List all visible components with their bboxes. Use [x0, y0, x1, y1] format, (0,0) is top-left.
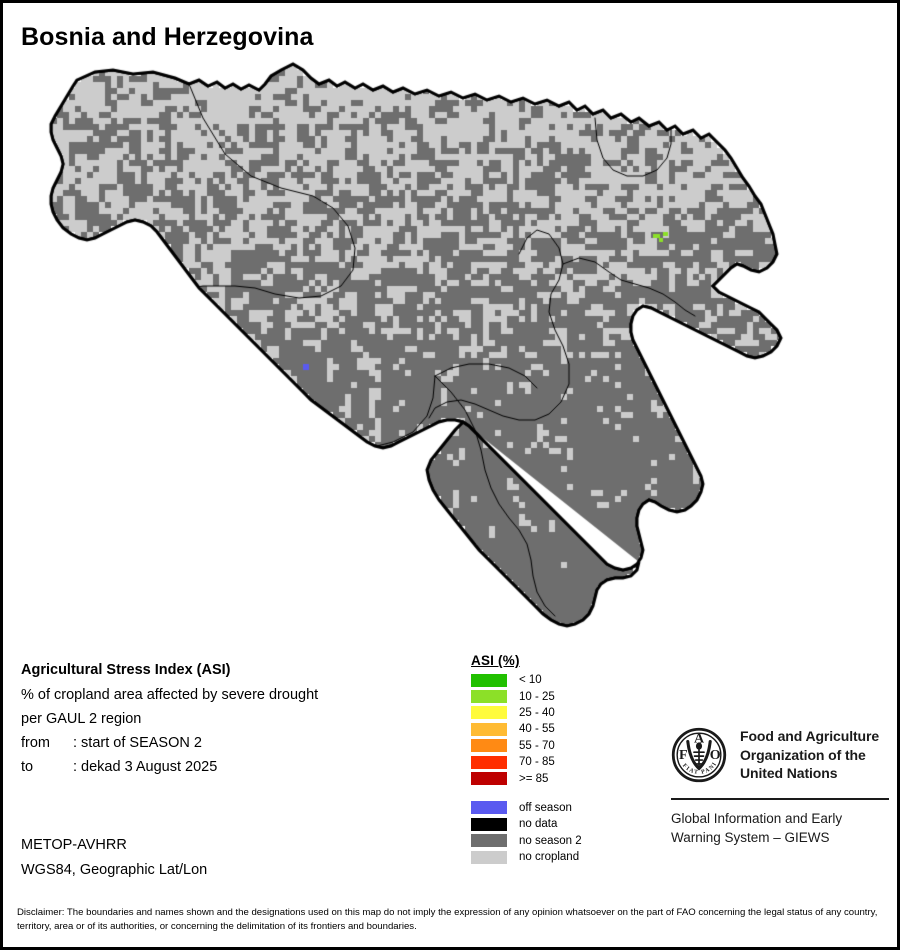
period-to-value: : dekad 3 August 2025: [73, 759, 218, 775]
legend-row-class-3: 40 - 55: [471, 721, 651, 737]
legend-row-class-4: 55 - 70: [471, 738, 651, 754]
legend-row-special-3: no cropland: [471, 849, 651, 865]
legend-row-special-2: no season 2: [471, 833, 651, 849]
legend-swatch-class-0: [471, 673, 507, 687]
map-source-block: METOP-AVHRR WGS84, Geographic Lat/Lon: [21, 833, 207, 883]
legend-label-class-3: 40 - 55: [519, 723, 555, 736]
giews-system-name: Global Information and Early Warning Sys…: [671, 809, 891, 847]
period-to-key: to: [21, 759, 34, 775]
info-heading: Agricultural Stress Index (ASI): [21, 662, 231, 678]
info-period-to: to : dekad 3 August 2025: [21, 755, 451, 779]
svg-text:O: O: [710, 748, 721, 763]
info-period-from: from : start of SEASON 2: [21, 731, 451, 755]
legend-swatch-class-3: [471, 722, 507, 736]
map-legend: ASI (%) < 10 10 - 25 25 - 40 40 - 55 55 - 70…: [471, 653, 651, 865]
page-title: Bosnia and Herzegovina: [21, 23, 314, 51]
legend-label-class-0: < 10: [519, 674, 542, 687]
fao-name-line-2: Organization of the: [740, 746, 866, 763]
legend-row-class-5: 70 - 85: [471, 754, 651, 770]
info-subtitle: % of cropland area affected by severe dr…: [21, 687, 319, 703]
legend-row-class-2: 25 - 40: [471, 705, 651, 721]
legend-title: ASI (%): [471, 653, 520, 668]
svg-text:A: A: [694, 732, 705, 747]
legend-label-class-2: 25 - 40: [519, 706, 555, 719]
legend-swatch-class-6: [471, 772, 507, 786]
map-info-block: Agricultural Stress Index (ASI) % of cro…: [21, 658, 451, 779]
legend-special-list: off season no data no season 2 no cropland: [471, 800, 651, 866]
legend-swatch-special-0: [471, 801, 507, 815]
map-disclaimer: Disclaimer: The boundaries and names sho…: [17, 907, 878, 932]
legend-row-special-0: off season: [471, 800, 651, 816]
info-region-level: per GAUL 2 region: [21, 711, 142, 727]
legend-swatch-class-1: [471, 690, 507, 704]
legend-label-special-3: no cropland: [519, 851, 580, 864]
legend-row-class-0: < 10: [471, 672, 651, 688]
giews-line-2: Warning System – GIEWS: [671, 830, 830, 845]
legend-swatch-special-3: [471, 850, 507, 864]
map-figure[interactable]: [3, 58, 897, 633]
legend-swatch-class-2: [471, 706, 507, 720]
legend-label-class-5: 70 - 85: [519, 756, 555, 769]
legend-swatch-special-1: [471, 817, 507, 831]
legend-row-special-1: no data: [471, 816, 651, 832]
legend-label-special-1: no data: [519, 818, 558, 831]
svg-text:F: F: [679, 748, 688, 763]
legend-label-class-4: 55 - 70: [519, 739, 555, 752]
legend-label-special-0: off season: [519, 801, 572, 814]
fao-logo-icon: F A O FIAT PANIS: [669, 723, 727, 788]
legend-row-class-6: >= 85: [471, 770, 651, 786]
legend-label-class-6: >= 85: [519, 772, 549, 785]
legend-label-class-1: 10 - 25: [519, 690, 555, 703]
legend-class-list: < 10 10 - 25 25 - 40 40 - 55 55 - 70 70 - 85 >…: [471, 672, 651, 787]
period-from-value: : start of SEASON 2: [73, 735, 202, 751]
fao-branding: F A O FIAT PANIS Food and Agriculture Or…: [669, 723, 891, 847]
legend-label-special-2: no season 2: [519, 834, 582, 847]
fao-divider: [671, 798, 889, 800]
legend-swatch-class-4: [471, 739, 507, 753]
fao-organization-name: Food and Agriculture Organization of the…: [740, 727, 879, 783]
asi-map-canvas[interactable]: [3, 58, 897, 633]
period-from-key: from: [21, 735, 50, 751]
legend-swatch-class-5: [471, 755, 507, 769]
info-sensor: METOP-AVHRR: [21, 837, 127, 853]
legend-swatch-special-2: [471, 834, 507, 848]
fao-name-line-3: United Nations: [740, 765, 838, 781]
info-projection: WGS84, Geographic Lat/Lon: [21, 862, 208, 878]
legend-row-class-1: 10 - 25: [471, 688, 651, 704]
legend-spacer: [471, 787, 651, 800]
fao-name-line-1: Food and Agriculture: [740, 728, 880, 744]
giews-line-1: Global Information and Early: [671, 811, 843, 826]
